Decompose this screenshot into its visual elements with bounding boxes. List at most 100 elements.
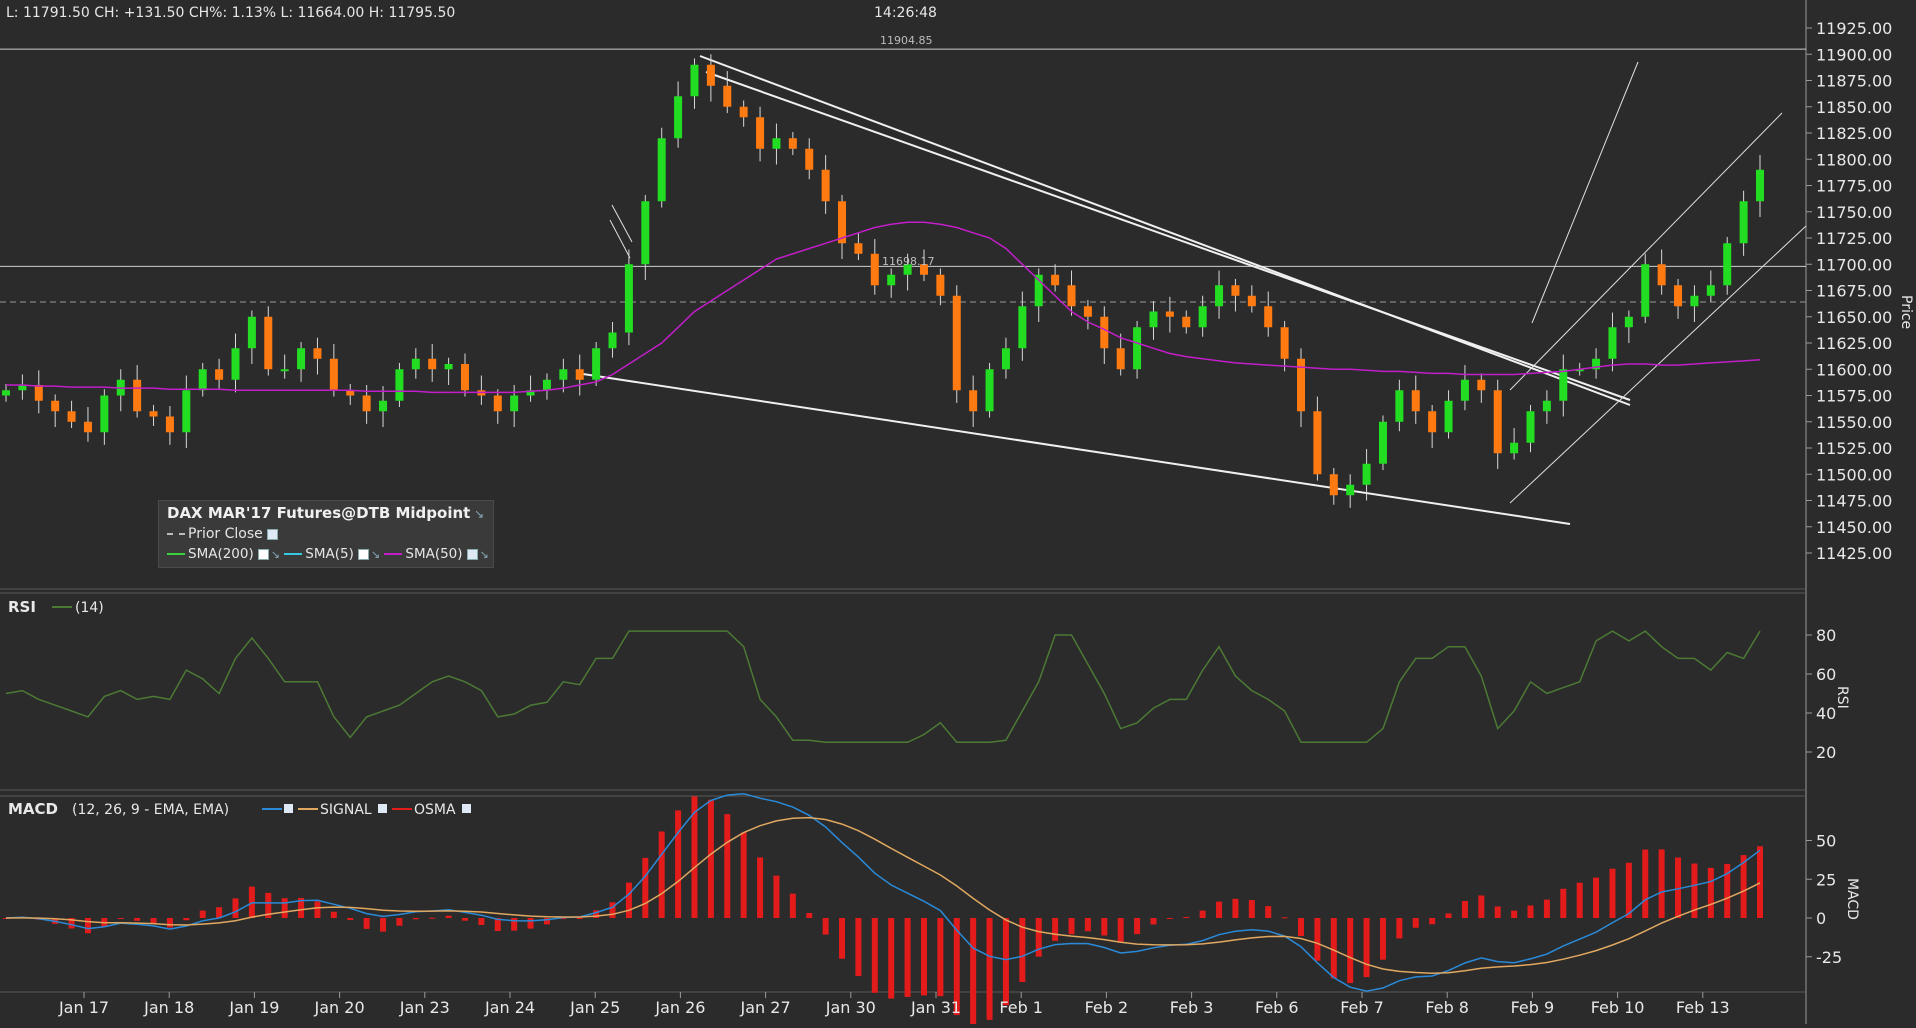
candle-body bbox=[805, 148, 814, 170]
osma-bar bbox=[298, 897, 305, 918]
candle-body bbox=[1346, 484, 1355, 496]
candle-body bbox=[182, 390, 191, 433]
osma-bar bbox=[1527, 905, 1534, 918]
price-tick-label: 11900.00 bbox=[1816, 45, 1892, 64]
crosshair-price-label: 11904.85 bbox=[880, 34, 933, 47]
osma-bar bbox=[363, 918, 370, 929]
osma-bar bbox=[1724, 863, 1731, 918]
osma-bar bbox=[1281, 917, 1288, 919]
candle-body bbox=[1313, 411, 1322, 475]
candle-body bbox=[641, 201, 650, 265]
candle-body bbox=[919, 264, 928, 275]
osma-bar bbox=[560, 918, 567, 920]
macd-tick-label: 50 bbox=[1816, 832, 1836, 851]
time-tick-label: Feb 6 bbox=[1255, 998, 1299, 1017]
dropdown-arrow-icon[interactable]: ↘ bbox=[470, 507, 485, 521]
header-stats: L: 11791.50 CH: +131.50 CH%: 1.13% L: 11… bbox=[6, 5, 456, 21]
candle-body bbox=[346, 390, 355, 396]
signal-checkbox[interactable] bbox=[378, 804, 387, 813]
osma-bar bbox=[1101, 918, 1108, 936]
osma-bar bbox=[166, 918, 173, 928]
osma-label[interactable]: OSMA bbox=[414, 802, 456, 818]
small-trend-line-b[interactable] bbox=[609, 219, 631, 259]
candle-body bbox=[198, 369, 207, 391]
osma-bar bbox=[806, 912, 813, 918]
price-pane[interactable] bbox=[0, 0, 1806, 588]
osma-bar bbox=[68, 918, 75, 929]
downtrend-line-lower[interactable] bbox=[582, 373, 1571, 525]
osma-bar bbox=[412, 918, 419, 920]
time-tick-label: Jan 18 bbox=[143, 998, 194, 1017]
macd-line bbox=[5, 793, 1761, 992]
time-tick-label: Feb 8 bbox=[1425, 998, 1469, 1017]
rsi-param[interactable]: (14) bbox=[75, 600, 104, 616]
downtrend-line-inner[interactable] bbox=[705, 71, 1631, 401]
osma-bar bbox=[1117, 918, 1124, 942]
study-legend[interactable]: DAX MAR'17 Futures@DTB Midpoint ↘ Prior … bbox=[158, 500, 494, 568]
price-tick-label: 11575.00 bbox=[1816, 387, 1892, 406]
candle-body bbox=[1477, 379, 1486, 391]
candle-body bbox=[1624, 316, 1633, 328]
small-trend-line-a[interactable] bbox=[611, 204, 633, 243]
candle-body bbox=[1493, 390, 1502, 454]
candle-body bbox=[493, 395, 502, 412]
candle-body bbox=[1018, 306, 1027, 349]
osma-bar bbox=[1068, 918, 1075, 935]
price-tick-label: 11725.00 bbox=[1816, 229, 1892, 248]
sma5-swatch bbox=[284, 553, 303, 555]
signal-label[interactable]: SIGNAL bbox=[320, 802, 372, 818]
price-axis: 11925.00 11900.00 11875.00 11850.00 11825.00… bbox=[1806, 19, 1892, 563]
osma-bar bbox=[675, 810, 682, 918]
header-time: 14:26:48 bbox=[874, 5, 937, 21]
osma-checkbox[interactable] bbox=[462, 804, 471, 813]
sma5-checkbox[interactable] bbox=[357, 548, 369, 560]
channel-line-upper[interactable] bbox=[1509, 112, 1783, 391]
osma-bar bbox=[1216, 901, 1223, 918]
sma200-settings-icon[interactable]: ↘ bbox=[270, 548, 280, 561]
osma-bar bbox=[740, 832, 747, 918]
osma-bar bbox=[625, 882, 632, 918]
macd-tick-label: 0 bbox=[1816, 909, 1826, 928]
candle-body bbox=[854, 243, 863, 254]
sma50-settings-icon[interactable]: ↘ bbox=[479, 548, 489, 561]
candle-body bbox=[739, 106, 748, 118]
sma5-settings-icon[interactable]: ↘ bbox=[370, 548, 381, 561]
downtrend-line-upper[interactable] bbox=[699, 55, 1631, 406]
osma-bar bbox=[1183, 916, 1190, 918]
candle-body bbox=[100, 395, 109, 433]
osma-bar bbox=[1298, 918, 1305, 937]
time-tick-label: Jan 20 bbox=[314, 998, 365, 1017]
candle-body bbox=[1428, 411, 1437, 433]
instrument-title: DAX MAR'17 Futures@DTB Midpoint bbox=[167, 504, 471, 522]
macd-params[interactable]: (12, 26, 9 - EMA, EMA) bbox=[72, 802, 229, 818]
candle-body bbox=[1756, 169, 1764, 202]
candle-body bbox=[1739, 201, 1748, 244]
time-tick-label: Jan 23 bbox=[399, 998, 450, 1017]
osma-bar bbox=[543, 918, 550, 925]
prior-close-checkbox[interactable] bbox=[266, 528, 278, 540]
osma-bar bbox=[527, 918, 534, 929]
candle-body bbox=[395, 369, 404, 401]
candle-body bbox=[1444, 400, 1453, 433]
macd-axis-label: MACD bbox=[1844, 878, 1860, 920]
candle-body bbox=[706, 64, 715, 86]
osma-bar bbox=[199, 910, 206, 918]
rsi-tick-label: 80 bbox=[1816, 626, 1836, 645]
candle-body bbox=[1674, 285, 1683, 307]
price-tick-label: 11875.00 bbox=[1816, 72, 1892, 91]
candle-body bbox=[297, 348, 306, 370]
macd-checkbox[interactable] bbox=[284, 804, 293, 813]
time-tick-label: Feb 1 bbox=[999, 998, 1043, 1017]
price-tick-label: 11675.00 bbox=[1816, 282, 1892, 301]
time-tick-label: Jan 31 bbox=[910, 998, 961, 1017]
candle-body bbox=[788, 138, 797, 149]
candle-body bbox=[559, 369, 568, 380]
time-tick-label: Jan 19 bbox=[228, 998, 279, 1017]
osma-bar bbox=[1560, 888, 1567, 918]
candle-body bbox=[1149, 311, 1158, 328]
sma50-checkbox[interactable] bbox=[466, 548, 478, 560]
steep-trend-line[interactable] bbox=[1531, 61, 1639, 324]
sma200-checkbox[interactable] bbox=[257, 548, 269, 560]
candle-body bbox=[1395, 390, 1404, 422]
